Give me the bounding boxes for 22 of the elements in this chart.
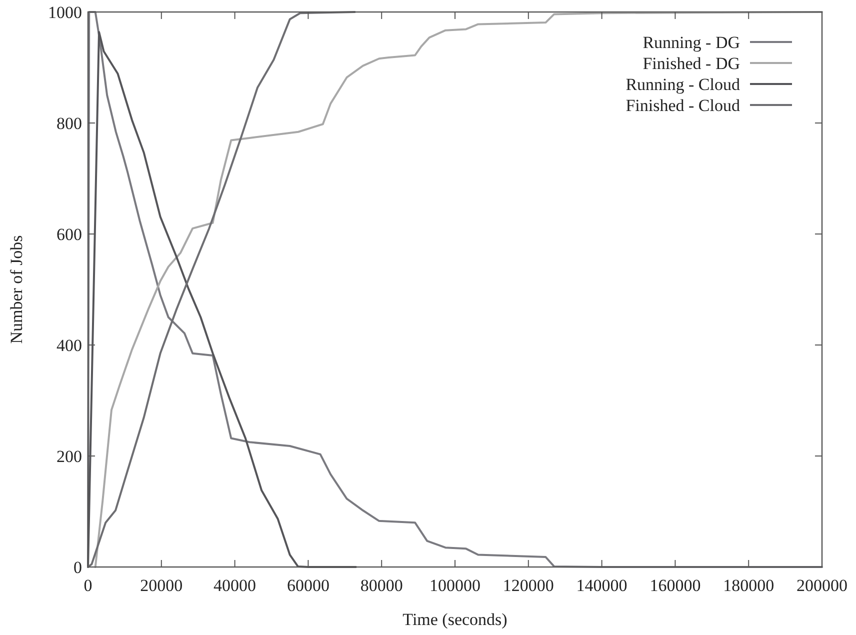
y-tick-label: 400 bbox=[56, 336, 82, 355]
x-axis-title: Time (seconds) bbox=[402, 610, 508, 629]
x-tick-label: 40000 bbox=[214, 576, 256, 595]
x-tick-label: 60000 bbox=[286, 576, 330, 595]
y-tick-label: 1000 bbox=[48, 2, 82, 22]
x-tick-label: 160000 bbox=[650, 576, 701, 595]
x-tick-label: 140000 bbox=[576, 576, 628, 595]
legend-label: Running - Cloud bbox=[626, 74, 740, 94]
y-axis-title: Number of Jobs bbox=[7, 235, 26, 344]
x-tick-label: 100000 bbox=[430, 576, 480, 595]
x-tick-label: 20000 bbox=[140, 576, 183, 595]
y-tick-label: 800 bbox=[56, 114, 82, 133]
x-tick-label: 80000 bbox=[360, 576, 403, 595]
x-tick-label: 180000 bbox=[723, 576, 774, 595]
legend-label: Finished - Cloud bbox=[626, 96, 740, 115]
y-tick-label: 200 bbox=[56, 446, 82, 466]
legend-label: Finished - DG bbox=[642, 54, 740, 73]
x-tick-label: 120000 bbox=[502, 576, 554, 595]
legend-label: Running - DG bbox=[642, 32, 740, 52]
y-tick-label: 600 bbox=[56, 224, 82, 244]
x-tick-label: 200000 bbox=[796, 576, 848, 595]
y-tick-label: 0 bbox=[74, 558, 82, 577]
